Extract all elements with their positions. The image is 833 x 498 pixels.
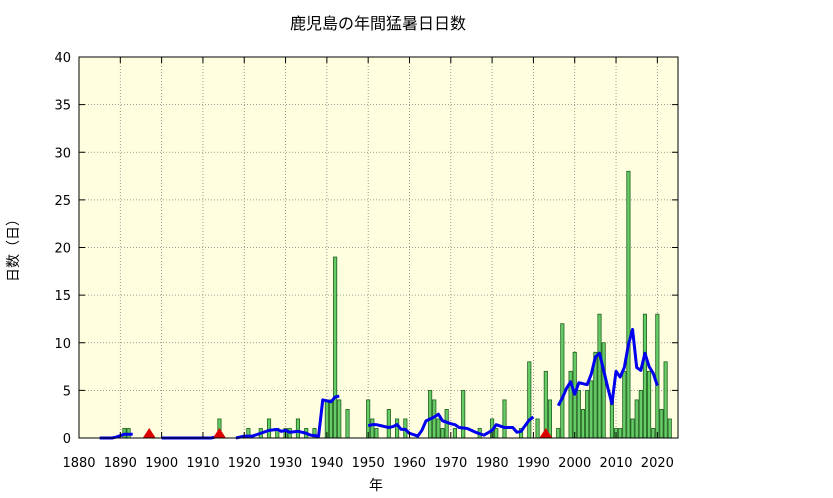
bar <box>535 418 540 439</box>
bar <box>630 418 635 439</box>
bar <box>328 399 334 439</box>
chart-title: 鹿児島の年間猛暑日日数 <box>290 14 466 33</box>
moving-average-line <box>556 327 659 407</box>
bar <box>428 389 433 439</box>
bar <box>601 342 606 439</box>
y-tick-label: 5 <box>63 384 71 399</box>
bar <box>626 170 631 439</box>
y-tick-label: 0 <box>63 432 71 447</box>
bar <box>494 428 499 439</box>
x-axis-label: 年 <box>369 478 383 494</box>
x-tick-label: 1950 <box>352 456 385 471</box>
marker-layer <box>142 428 553 438</box>
bar <box>647 370 652 439</box>
y-tick-label: 25 <box>54 194 71 209</box>
bar <box>440 428 445 439</box>
y-axis-label: 日数（日） <box>6 212 22 282</box>
x-tick-label: 1940 <box>310 456 343 471</box>
grid-layer <box>79 57 678 438</box>
x-tick-label: 1880 <box>62 456 95 471</box>
bar <box>295 418 300 439</box>
bar <box>333 256 338 439</box>
bar <box>638 389 643 439</box>
y-tick-label: 20 <box>54 242 71 257</box>
x-tick-label: 2020 <box>641 456 674 471</box>
triangle-marker <box>212 428 226 438</box>
y-tick-label: 15 <box>54 289 71 304</box>
moving-average-line <box>235 394 340 440</box>
x-tick-label: 1890 <box>104 456 137 471</box>
moving-average-line <box>367 412 535 438</box>
bar <box>395 418 400 439</box>
y-tick-label: 30 <box>54 146 71 161</box>
x-tick-label: 2010 <box>599 456 632 471</box>
bar <box>345 409 350 439</box>
bar <box>609 399 614 439</box>
bar <box>622 370 627 439</box>
tick-layer: 1880 1890 1900 1910 1920 1930 1940 1950 1960 1970… <box>54 51 678 471</box>
x-tick-label: 1990 <box>517 456 550 471</box>
bar <box>667 418 672 439</box>
bar <box>576 389 581 439</box>
x-tick-label: 1980 <box>476 456 509 471</box>
triangle-marker <box>539 428 553 438</box>
x-tick-label: 1960 <box>393 456 426 471</box>
triangle-marker <box>142 428 156 438</box>
bar <box>589 380 594 439</box>
bar <box>461 389 466 439</box>
bar <box>266 418 272 439</box>
bar <box>374 428 379 439</box>
bar <box>585 389 590 439</box>
bar <box>527 361 532 439</box>
x-tick-label: 1970 <box>434 456 467 471</box>
bar <box>663 361 668 439</box>
bar <box>370 418 375 439</box>
bar <box>597 313 602 439</box>
x-tick-label: 1910 <box>186 456 219 471</box>
bar <box>502 399 507 439</box>
bar <box>543 370 548 439</box>
bar <box>436 418 441 439</box>
bar <box>655 313 660 439</box>
bar <box>634 399 639 439</box>
bar <box>452 428 457 439</box>
x-tick-label: 1920 <box>228 456 261 471</box>
bar <box>386 409 391 439</box>
x-tick-label: 1900 <box>145 456 178 471</box>
x-tick-label: 2000 <box>558 456 591 471</box>
bar <box>651 428 656 439</box>
bar <box>580 409 586 439</box>
bar <box>642 313 648 439</box>
y-tick-label: 40 <box>54 51 71 66</box>
bar <box>659 409 664 439</box>
bar <box>556 428 561 439</box>
bar <box>618 428 623 439</box>
y-tick-label: 35 <box>54 99 71 114</box>
x-tick-label: 1930 <box>269 456 302 471</box>
y-tick-label: 10 <box>54 337 71 352</box>
bar <box>337 399 342 439</box>
bar <box>560 323 565 439</box>
bar <box>547 399 552 439</box>
